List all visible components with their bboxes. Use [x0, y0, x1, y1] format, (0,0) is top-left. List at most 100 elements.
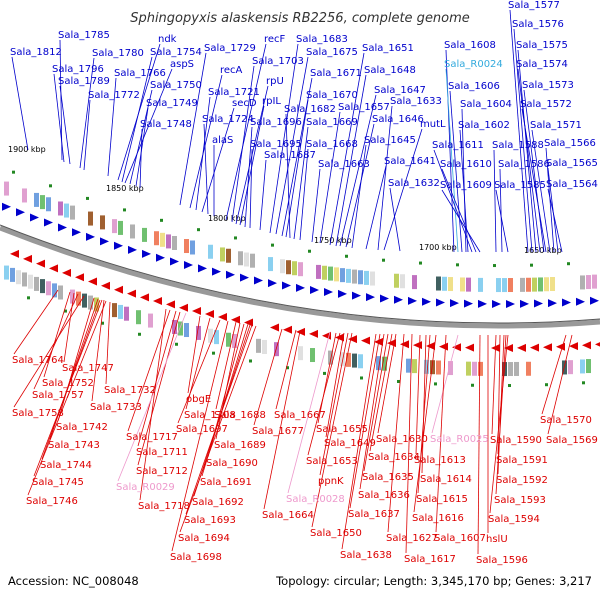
- forward-gene-label: Sala_1646: [372, 114, 424, 125]
- reverse-gene-label: Sala_1692: [192, 497, 244, 508]
- reverse-gene-label: Sala_1718: [138, 501, 190, 512]
- forward-gene-arrow: [478, 299, 487, 308]
- cog-block-forward: [400, 274, 405, 289]
- reverse-gene-label: Sala_1590: [490, 435, 542, 446]
- cog-block-reverse: [82, 293, 87, 308]
- reverse-gene-arrow: [504, 344, 513, 353]
- forward-gene-arrow: [492, 300, 501, 309]
- forward-gene-label: recA: [220, 65, 243, 76]
- cog-block-reverse: [136, 310, 141, 325]
- cog-block-forward: [40, 195, 45, 210]
- reverse-gene-label: Sala_1630: [376, 434, 428, 445]
- cog-block-reverse: [568, 360, 573, 375]
- forward-gene-arrow: [548, 299, 557, 308]
- reverse-gene-arrow: [192, 306, 201, 315]
- reverse-gene-label: Sala_1690: [206, 458, 258, 469]
- label-leader-line: [263, 330, 301, 510]
- cog-block-reverse: [172, 319, 177, 334]
- forward-gene-label: Sala_1647: [374, 85, 426, 96]
- cog-block-forward: [322, 265, 327, 280]
- cog-block-forward: [586, 275, 591, 290]
- forward-gene-label: Sala_1657: [338, 102, 390, 113]
- cog-block-forward: [442, 276, 447, 291]
- reverse-gene-arrow: [49, 264, 58, 273]
- forward-gene-arrow: [142, 249, 151, 258]
- feature-marker: [419, 261, 422, 265]
- cog-block-forward: [460, 277, 465, 292]
- reverse-gene-label: Sala_1677: [252, 426, 304, 437]
- forward-gene-label: Sala_1724: [202, 114, 254, 125]
- label-leader-line: [124, 68, 173, 184]
- feature-marker: [123, 208, 126, 212]
- label-leader-line: [351, 144, 367, 249]
- label-leader-line: [329, 52, 365, 246]
- reverse-gene-label: Sala_1617: [404, 554, 456, 565]
- label-leader-line: [413, 334, 437, 513]
- cog-block-reverse: [478, 361, 483, 376]
- reverse-gene-label: Sala_1708: [184, 410, 236, 421]
- label-leader-line: [139, 308, 167, 501]
- cog-block-forward: [316, 264, 321, 279]
- label-leader-line: [59, 85, 71, 165]
- forward-gene-label: Sala_1608: [444, 40, 496, 51]
- label-leader-line: [121, 56, 153, 183]
- forward-gene-label: Sala_1574: [516, 59, 568, 70]
- cog-block-forward: [550, 277, 555, 292]
- reverse-gene-label: Sala_1746: [26, 496, 78, 507]
- cog-block-reverse: [346, 352, 351, 367]
- forward-gene-label: Sala_1576: [512, 19, 564, 30]
- cog-block-forward: [448, 277, 453, 292]
- reverse-gene-label: Sala_1655: [316, 424, 368, 435]
- cog-block-reverse: [118, 304, 123, 319]
- reverse-gene-label: Sala_1615: [416, 494, 468, 505]
- label-leader-line: [239, 105, 265, 226]
- cog-block-forward: [100, 215, 105, 230]
- cog-block-forward: [340, 268, 345, 283]
- feature-marker: [530, 263, 533, 267]
- cog-block-reverse: [214, 330, 219, 345]
- forward-gene-arrow: [520, 299, 529, 308]
- label-leader-line: [107, 77, 117, 177]
- scale-tick-label: 1900 kbp: [8, 145, 46, 154]
- cog-block-forward: [502, 278, 507, 293]
- reverse-gene-label: Sala_R0028: [286, 494, 345, 505]
- label-leader-line: [57, 297, 95, 422]
- label-leader-line: [377, 333, 397, 434]
- label-leader-line: [43, 291, 71, 378]
- feature-marker: [86, 196, 89, 200]
- reverse-gene-label: Sala_1614: [420, 474, 472, 485]
- label-leader-line: [117, 312, 187, 482]
- forward-gene-arrow: [2, 202, 11, 211]
- feature-marker: [160, 218, 163, 222]
- accession-label: Accession: NC_008048: [8, 574, 139, 588]
- feature-marker: [286, 366, 289, 370]
- forward-gene-label: Sala_1586: [498, 159, 550, 170]
- reverse-gene-label: Sala_1569: [546, 435, 598, 446]
- cog-block-forward: [280, 259, 285, 274]
- cog-block-forward: [142, 227, 147, 242]
- forward-gene-arrow: [562, 298, 571, 307]
- label-leader-line: [363, 333, 389, 472]
- forward-gene-arrow: [506, 300, 515, 309]
- cog-block-forward: [88, 211, 93, 226]
- forward-gene-label: Sala_1749: [146, 98, 198, 109]
- reverse-gene-label: Sala_1596: [476, 555, 528, 566]
- label-leader-line: [244, 126, 253, 228]
- label-leader-line: [187, 315, 201, 394]
- reverse-gene-label: Sala_1627: [386, 533, 438, 544]
- reverse-gene-arrow: [166, 300, 175, 309]
- feature-marker: [456, 263, 459, 267]
- reverse-gene-label: Sala_1653: [306, 456, 358, 467]
- label-leader-line: [517, 68, 541, 253]
- forward-gene-arrow: [156, 253, 165, 262]
- reverse-gene-arrow: [218, 313, 227, 322]
- label-leader-line: [139, 128, 143, 189]
- forward-gene-label: Sala_1687: [264, 150, 316, 161]
- forward-gene-label: Sala_1670: [306, 90, 358, 101]
- reverse-gene-arrow: [439, 342, 448, 351]
- feature-marker: [345, 254, 348, 258]
- cog-block-reverse: [4, 265, 9, 280]
- reverse-gene-arrow: [283, 325, 292, 334]
- forward-gene-arrow: [576, 297, 585, 306]
- scale-ticks: 1900 kbp 1850 kbp 1800 kbp 1750 kbp 1700 kbp…: [8, 145, 562, 255]
